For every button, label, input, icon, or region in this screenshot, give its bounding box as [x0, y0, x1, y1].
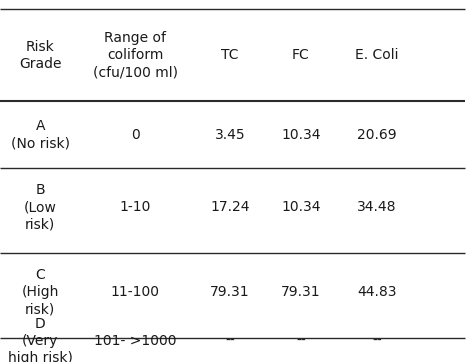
Text: 3.45: 3.45: [215, 128, 245, 142]
Text: Range of
coliform
(cfu/100 ml): Range of coliform (cfu/100 ml): [92, 31, 178, 80]
Text: 44.83: 44.83: [357, 285, 397, 299]
Text: 34.48: 34.48: [357, 200, 397, 214]
Text: 10.34: 10.34: [281, 128, 321, 142]
Text: E. Coli: E. Coli: [355, 48, 399, 62]
Text: 17.24: 17.24: [210, 200, 250, 214]
Text: --: --: [372, 334, 382, 348]
Text: 10.34: 10.34: [281, 200, 321, 214]
Text: C
(High
risk): C (High risk): [22, 268, 59, 317]
Text: 1-10: 1-10: [119, 200, 151, 214]
Text: A
(No risk): A (No risk): [11, 119, 70, 151]
Text: --: --: [296, 334, 306, 348]
Text: 101- >1000: 101- >1000: [94, 334, 176, 348]
Text: --: --: [225, 334, 235, 348]
Text: 79.31: 79.31: [281, 285, 321, 299]
Text: 11-100: 11-100: [110, 285, 160, 299]
Text: FC: FC: [292, 48, 310, 62]
Text: Risk
Grade: Risk Grade: [19, 39, 62, 71]
Text: 0: 0: [131, 128, 139, 142]
Text: TC: TC: [221, 48, 238, 62]
Text: 20.69: 20.69: [357, 128, 397, 142]
Text: D
(Very
high risk): D (Very high risk): [8, 317, 73, 362]
Text: B
(Low
risk): B (Low risk): [24, 183, 57, 232]
Text: 79.31: 79.31: [210, 285, 250, 299]
